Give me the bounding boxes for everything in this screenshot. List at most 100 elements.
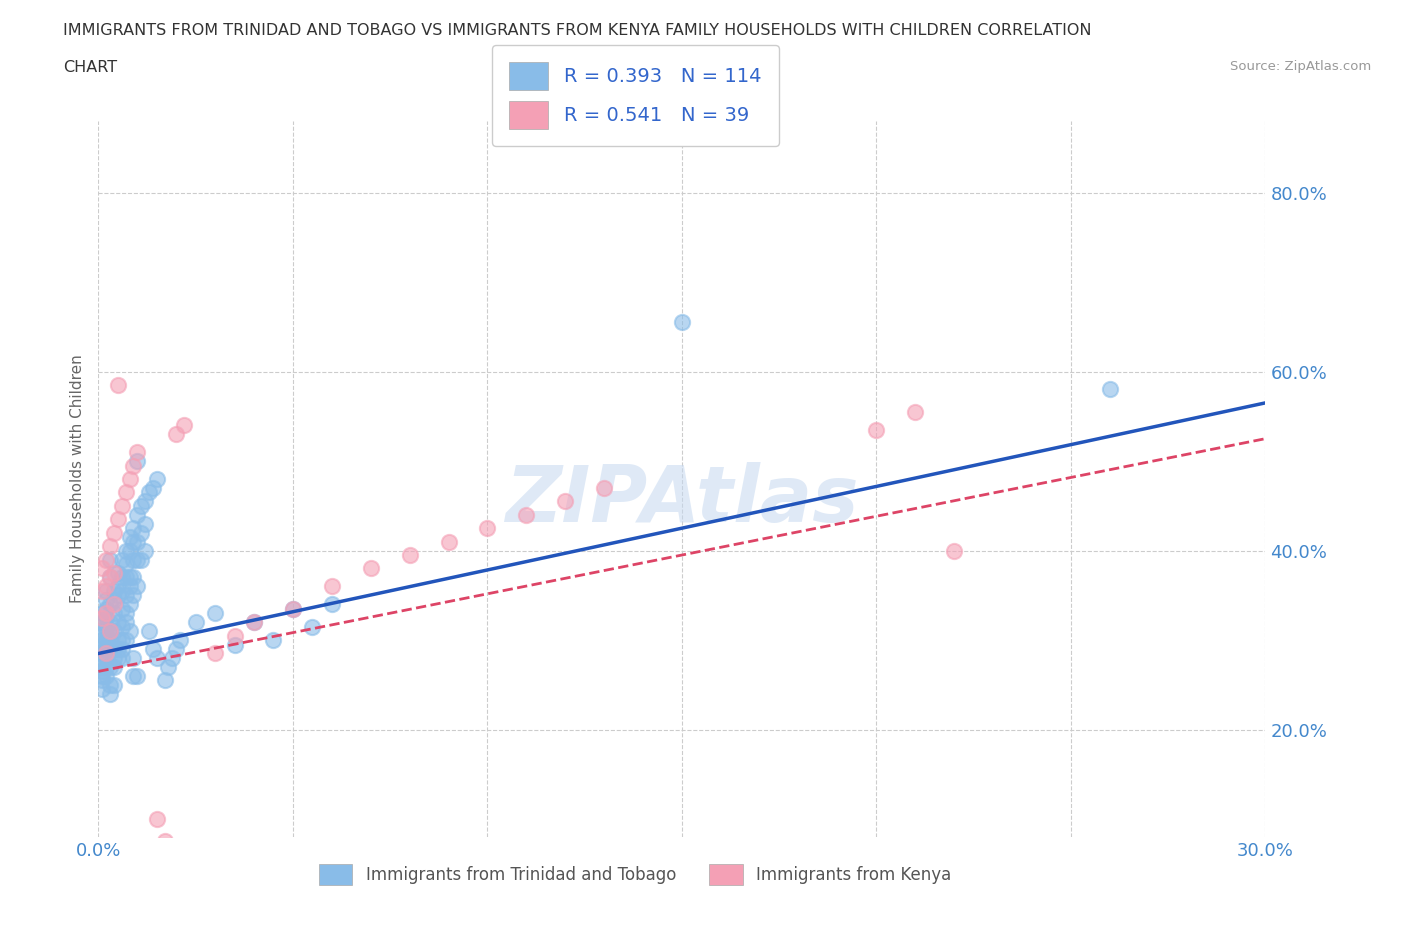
Point <box>114 556 136 571</box>
Point <box>103 583 125 598</box>
Point <box>142 481 165 496</box>
Point <box>111 583 134 598</box>
Point <box>165 642 187 657</box>
Point <box>118 597 141 612</box>
Point <box>103 525 125 540</box>
Point <box>127 534 149 549</box>
Point <box>122 651 145 666</box>
Point <box>91 655 114 670</box>
Point <box>91 561 114 576</box>
Point <box>114 615 136 630</box>
Point <box>904 405 927 419</box>
Point <box>129 498 152 513</box>
Point <box>118 543 141 558</box>
Point <box>98 538 121 553</box>
Point <box>98 615 121 630</box>
Point <box>98 552 121 567</box>
Point <box>91 669 114 684</box>
Point <box>122 552 145 567</box>
Point <box>281 602 304 617</box>
Point <box>153 673 176 688</box>
Point <box>91 637 114 652</box>
Y-axis label: Family Households with Children: Family Households with Children <box>69 354 84 604</box>
Point <box>153 834 176 849</box>
Point <box>127 578 149 594</box>
Point <box>118 624 141 639</box>
Point <box>96 578 118 594</box>
Point <box>122 521 145 536</box>
Point <box>96 610 118 625</box>
Point <box>224 637 246 652</box>
Point <box>243 615 266 630</box>
Point <box>91 615 114 630</box>
Point <box>91 664 114 679</box>
Point <box>138 485 160 499</box>
Point <box>321 597 343 612</box>
Point <box>107 565 129 580</box>
Point <box>96 592 118 607</box>
Point <box>122 458 145 473</box>
Point <box>262 632 284 647</box>
Point <box>437 534 460 549</box>
Point <box>103 642 125 657</box>
Point <box>224 628 246 643</box>
Point <box>107 632 129 647</box>
Text: Source: ZipAtlas.com: Source: ZipAtlas.com <box>1230 60 1371 73</box>
Point <box>96 669 118 684</box>
Point <box>129 525 152 540</box>
Point <box>98 632 121 647</box>
Point <box>111 552 134 567</box>
Text: CHART: CHART <box>63 60 117 75</box>
Point <box>96 646 118 661</box>
Point <box>96 632 118 647</box>
Point <box>107 642 129 657</box>
Point <box>103 677 125 692</box>
Point <box>134 494 156 509</box>
Point <box>91 646 114 661</box>
Point <box>103 597 125 612</box>
Point <box>98 632 121 647</box>
Point <box>134 543 156 558</box>
Point <box>111 570 134 585</box>
Point <box>98 570 121 585</box>
Point <box>129 552 152 567</box>
Point <box>91 673 114 688</box>
Point <box>118 530 141 545</box>
Point <box>122 588 145 603</box>
Point <box>118 578 141 594</box>
Point <box>146 651 169 666</box>
Point <box>91 605 114 620</box>
Point <box>96 605 118 620</box>
Point <box>114 605 136 620</box>
Point <box>114 570 136 585</box>
Point <box>301 619 323 634</box>
Point <box>162 651 184 666</box>
Point <box>107 651 129 666</box>
Point <box>360 561 382 576</box>
Point <box>91 610 114 625</box>
Point <box>127 552 149 567</box>
Point <box>204 646 226 661</box>
Point <box>96 619 118 634</box>
Point <box>122 570 145 585</box>
Point <box>146 812 169 827</box>
Point <box>96 624 118 639</box>
Point <box>146 472 169 486</box>
Point <box>91 583 114 598</box>
Point <box>114 485 136 499</box>
Point <box>96 659 118 674</box>
Point <box>943 543 966 558</box>
Point <box>321 578 343 594</box>
Point <box>122 669 145 684</box>
Point <box>127 454 149 469</box>
Point <box>98 642 121 657</box>
Point <box>107 378 129 392</box>
Point <box>103 624 125 639</box>
Point <box>111 651 134 666</box>
Point <box>127 669 149 684</box>
Point <box>96 651 118 666</box>
Point <box>96 642 118 657</box>
Point <box>204 605 226 620</box>
Point <box>103 592 125 607</box>
Point <box>98 597 121 612</box>
